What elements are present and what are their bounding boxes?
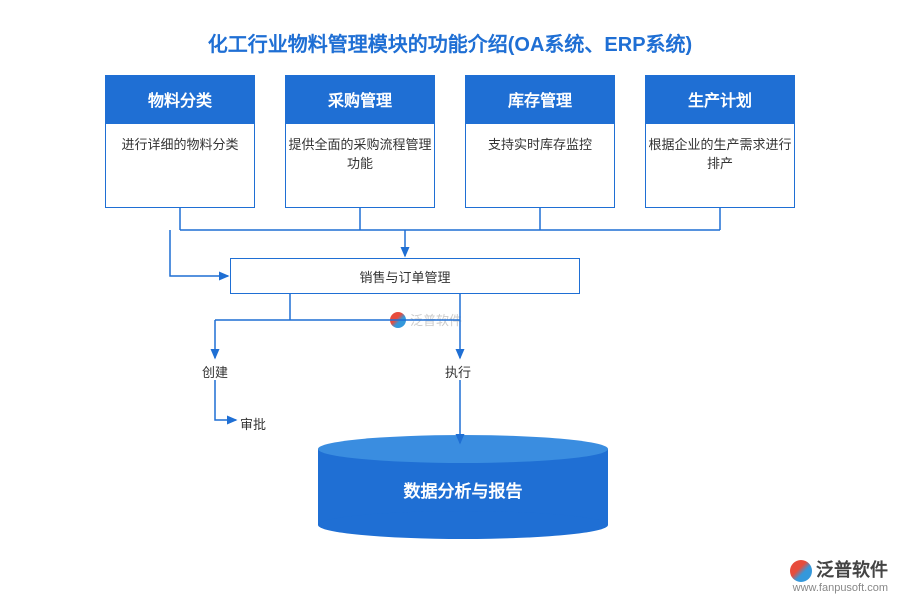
col-desc-3: 根据企业的生产需求进行排产 xyxy=(645,123,795,208)
watermark-text: 泛普软件 xyxy=(410,310,462,329)
watermark-center: 泛普软件 xyxy=(390,310,462,329)
col-desc-text-0: 进行详细的物料分类 xyxy=(121,134,238,153)
create-label: 创建 xyxy=(202,362,228,381)
col-desc-text-1: 提供全面的采购流程管理功能 xyxy=(286,134,434,172)
col-desc-text-3: 根据企业的生产需求进行排产 xyxy=(646,134,794,172)
cylinder-top xyxy=(318,435,608,463)
col-desc-1: 提供全面的采购流程管理功能 xyxy=(285,123,435,208)
execute-label: 执行 xyxy=(445,362,471,381)
col-desc-0: 进行详细的物料分类 xyxy=(105,123,255,208)
footer-brand: 泛普软件 www.fanpusoft.com xyxy=(790,556,888,594)
col-header-0: 物料分类 xyxy=(105,75,255,123)
cylinder-bottom xyxy=(318,511,608,539)
col-desc-text-2: 支持实时库存监控 xyxy=(488,134,592,153)
col-header-3: 生产计划 xyxy=(645,75,795,123)
cylinder-label: 数据分析与报告 xyxy=(318,477,608,502)
footer-brand-cn: 泛普软件 xyxy=(790,556,888,582)
footer-icon xyxy=(790,560,812,582)
watermark-icon xyxy=(390,312,406,328)
footer-brand-url: www.fanpusoft.com xyxy=(790,582,888,594)
approve-label: 审批 xyxy=(240,414,266,433)
page-title: 化工行业物料管理模块的功能介绍(OA系统、ERP系统) xyxy=(0,0,900,57)
col-header-1: 采购管理 xyxy=(285,75,435,123)
data-cylinder: 数据分析与报告 xyxy=(318,435,608,525)
sales-order-label: 销售与订单管理 xyxy=(359,267,450,286)
footer-brand-text: 泛普软件 xyxy=(816,560,888,580)
col-desc-2: 支持实时库存监控 xyxy=(465,123,615,208)
col-header-2: 库存管理 xyxy=(465,75,615,123)
sales-order-box: 销售与订单管理 xyxy=(230,258,580,294)
